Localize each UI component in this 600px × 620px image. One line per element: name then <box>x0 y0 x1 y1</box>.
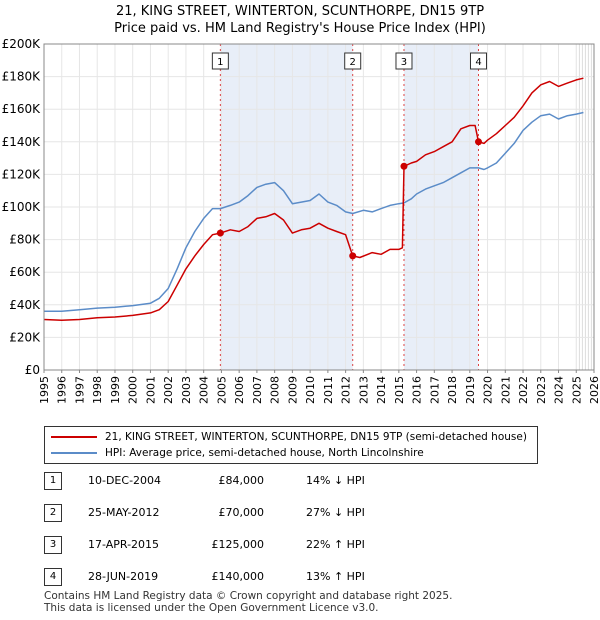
x-tick-label: 2006 <box>233 376 246 404</box>
y-tick-label: £180K <box>2 70 42 84</box>
sale-label-box <box>211 52 229 70</box>
x-tick-label: 2020 <box>482 376 495 404</box>
x-tick-label: 1997 <box>73 376 86 404</box>
x-tick-label: 2017 <box>428 376 441 404</box>
x-tick-label: 2003 <box>180 376 193 404</box>
y-tick-label: £20K <box>9 330 41 344</box>
footer-copyright: Contains HM Land Registry data © Crown c… <box>44 590 453 602</box>
y-tick-label: £80K <box>9 233 41 247</box>
sale-point <box>400 162 408 170</box>
plot-frame <box>43 43 595 371</box>
sale-hpi-diff: 27% ↓ HPI <box>306 506 365 519</box>
footer-licence: This data is licensed under the Open Gov… <box>44 602 379 614</box>
y-tick-label: £60K <box>9 265 41 279</box>
x-tick-label: 2019 <box>464 376 477 404</box>
sale-label-box <box>344 52 362 70</box>
x-tick-label: 2002 <box>162 376 175 404</box>
sale-badge: 4 <box>44 568 62 586</box>
series-line-property <box>43 77 584 322</box>
legend-swatch-property <box>51 436 97 438</box>
sale-label: 4 <box>475 57 481 68</box>
table-row: 2 25-MAY-2012 £70,000 27% ↓ HPI <box>44 504 444 522</box>
legend-item-property: 21, KING STREET, WINTERTON, SCUNTHORPE, … <box>51 430 527 444</box>
x-tick-label: 2022 <box>517 376 530 404</box>
x-tick-label: 2025 <box>570 376 583 404</box>
sale-label-box <box>470 52 487 70</box>
x-tick-label: 2011 <box>322 376 335 404</box>
x-tick-label: 1995 <box>38 376 51 404</box>
y-tick-label: £0 <box>25 363 40 377</box>
x-tick-label: 2021 <box>499 376 512 404</box>
y-tick-label: £120K <box>2 167 42 181</box>
x-tick-label: 2013 <box>357 376 370 404</box>
x-tick-label: 1998 <box>91 376 104 404</box>
chart-title-subtitle: Price paid vs. HM Land Registry's House … <box>114 21 486 36</box>
x-tick-label: 2007 <box>251 376 264 404</box>
x-tick-label: 2018 <box>446 376 459 404</box>
sale-label-box <box>395 52 413 70</box>
sale-point <box>349 252 357 260</box>
sale-badge: 1 <box>44 472 62 490</box>
sale-hpi-diff: 14% ↓ HPI <box>306 474 365 487</box>
chart-legend: 21, KING STREET, WINTERTON, SCUNTHORPE, … <box>44 426 538 464</box>
y-tick-label: £200K <box>2 37 42 51</box>
sale-point <box>475 138 482 146</box>
sale-hpi-diff: 13% ↑ HPI <box>306 570 365 583</box>
sale-date: 10-DEC-2004 <box>88 474 162 487</box>
sale-label: 3 <box>401 57 407 68</box>
x-tick-label: 2008 <box>269 376 282 404</box>
y-tick-label: £160K <box>2 102 42 116</box>
x-tick-label: 1999 <box>109 376 122 404</box>
sale-price: £84,000 <box>218 474 265 487</box>
sale-date: 25-MAY-2012 <box>88 506 160 519</box>
x-tick-label: 2000 <box>127 376 140 404</box>
x-tick-label: 2004 <box>198 376 211 404</box>
legend-swatch-hpi <box>51 452 97 454</box>
price-chart: 1 2 3 4 £0 £20K £40K £60K £80K £100K £120K £140K £16… <box>2 37 600 404</box>
sale-label: 1 <box>217 57 223 68</box>
legend-item-hpi: HPI: Average price, semi-detached house,… <box>51 446 424 460</box>
sale-price: £70,000 <box>218 506 265 519</box>
x-tick-label: 2005 <box>215 376 228 404</box>
sale-price: £140,000 <box>211 570 265 583</box>
legend-label-hpi: HPI: Average price, semi-detached house,… <box>105 447 424 459</box>
x-tick-label: 2012 <box>340 376 353 404</box>
x-tick-label: 2026 <box>588 376 600 404</box>
sale-badge: 2 <box>44 504 62 522</box>
sale-badge: 3 <box>44 536 62 554</box>
table-row: 3 17-APR-2015 £125,000 22% ↑ HPI <box>44 536 444 554</box>
sale-label: 2 <box>350 57 356 68</box>
table-row: 4 28-JUN-2019 £140,000 13% ↑ HPI <box>44 568 444 586</box>
legend-label-property: 21, KING STREET, WINTERTON, SCUNTHORPE, … <box>105 431 527 443</box>
y-tick-label: £40K <box>9 298 41 312</box>
x-tick-label: 2016 <box>411 376 424 404</box>
sale-price: £125,000 <box>211 538 265 551</box>
x-tick-label: 1996 <box>56 376 69 404</box>
x-tick-label: 2014 <box>375 376 388 404</box>
series-line-hpi <box>44 111 584 313</box>
x-tick-label: 2009 <box>286 376 299 404</box>
table-row: 1 10-DEC-2004 £84,000 14% ↓ HPI <box>44 472 444 490</box>
y-tick-label: £140K <box>2 135 42 149</box>
chart-title-address: 21, KING STREET, WINTERTON, SCUNTHORPE, … <box>115 4 485 19</box>
sale-date: 17-APR-2015 <box>88 538 160 551</box>
sale-date: 28-JUN-2019 <box>88 570 159 583</box>
x-tick-label: 2015 <box>393 376 406 404</box>
x-tick-label: 2023 <box>535 376 548 404</box>
footer: Contains HM Land Registry data © Crown c… <box>44 590 452 614</box>
x-tick-label: 2010 <box>304 376 317 404</box>
sale-point <box>216 229 224 237</box>
x-tick-label: 2024 <box>553 376 566 404</box>
x-tick-label: 2001 <box>144 376 157 404</box>
y-tick-label: £100K <box>2 200 42 214</box>
sale-hpi-diff: 22% ↑ HPI <box>306 538 365 551</box>
